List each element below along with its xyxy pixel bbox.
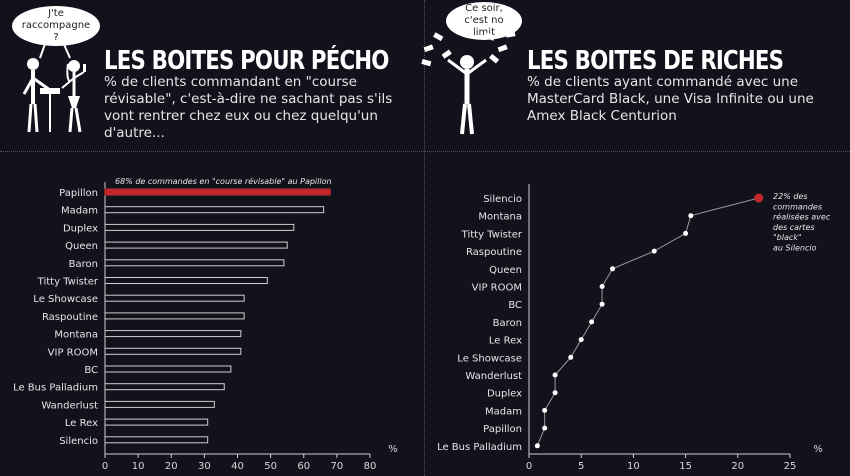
- right-category-label: Baron: [493, 318, 522, 329]
- left-x-tick-label: 10: [132, 461, 145, 472]
- right-data-point: [578, 337, 584, 343]
- left-category-label: BC: [84, 365, 98, 376]
- left-bar-chart: 0 10 20 30 40 50 60 70 80% Papillon Madam Duplex Que…: [13, 176, 398, 472]
- right-data-point: [534, 443, 540, 449]
- right-annotation-line: commandes: [773, 202, 822, 211]
- right-annotation-line: réalisées avec: [773, 212, 831, 222]
- left-x-tick-label: 80: [364, 461, 377, 472]
- column-separator: [424, 0, 425, 476]
- right-annotation-line: au Silencio: [773, 244, 817, 253]
- left-category-label: Le Bus Palladium: [13, 383, 98, 394]
- left-bar: [104, 277, 268, 284]
- left-speech-bubble: J'te raccompagne ?: [12, 6, 100, 46]
- right-data-point: [683, 230, 689, 236]
- right-category-label: Titty Twister: [461, 229, 523, 240]
- right-data-point: [589, 319, 595, 325]
- right-speech-bubble: Ce soir, c'est no limit: [446, 2, 522, 40]
- left-x-axis-unit: %: [388, 444, 398, 455]
- left-category-label: Queen: [65, 241, 98, 252]
- right-x-tick-label: 10: [627, 461, 640, 472]
- right-category-label: Wanderlust: [465, 371, 522, 382]
- right-series-line: [536, 197, 759, 446]
- right-annotation-line: "black": [773, 233, 802, 242]
- left-category-label: Le Rex: [65, 418, 98, 429]
- right-category-label: Duplex: [487, 389, 522, 400]
- left-bubble-text: J'te raccompagne ?: [21, 8, 91, 43]
- left-category-label: Titty Twister: [37, 277, 99, 288]
- couple-illustration: [22, 39, 86, 133]
- left-x-tick-label: 60: [297, 461, 310, 472]
- left-x-tick-label: 50: [264, 461, 277, 472]
- left-bar: [104, 365, 232, 373]
- left-title: LES BOITES POUR PÉCHO: [104, 46, 389, 76]
- right-data-point: [552, 390, 558, 396]
- left-bar: [104, 206, 325, 214]
- right-category-label: Silencio: [483, 194, 522, 205]
- right-annotation-line: 22% des: [773, 192, 808, 201]
- right-category-label: Queen: [489, 265, 522, 276]
- left-x-tick-label: 20: [165, 461, 178, 472]
- left-category-label: Montana: [54, 330, 98, 341]
- right-category-label: Raspoutine: [466, 247, 522, 258]
- left-subtitle: % de clients commandant en "course révis…: [104, 74, 393, 141]
- right-data-point: [688, 213, 694, 219]
- right-x-tick-label: 20: [731, 461, 744, 472]
- right-category-label: BC: [508, 300, 522, 311]
- left-bar: [104, 436, 209, 444]
- left-category-label: Duplex: [63, 223, 98, 234]
- right-x-tick-label: 5: [578, 461, 584, 472]
- left-bar: [104, 418, 209, 426]
- left-x-tick-label: 0: [102, 461, 108, 472]
- header-separator: [0, 151, 850, 152]
- right-bubble-text: Ce soir, c'est no limit: [464, 3, 504, 38]
- rich-man-illustration: [421, 31, 516, 135]
- right-category-label: Montana: [478, 212, 522, 223]
- right-subtitle: % de clients ayant commandé avec une Mas…: [527, 74, 814, 124]
- right-category-label: VIP ROOM: [472, 283, 522, 294]
- right-data-point: [599, 284, 605, 289]
- right-category-label: Le Rex: [489, 336, 522, 347]
- left-bar: [104, 223, 295, 231]
- left-bar: [104, 259, 285, 267]
- right-title: LES BOITES DE RICHES: [527, 46, 784, 76]
- right-x-tick-label: 15: [679, 461, 692, 472]
- left-x-tick-label: 70: [331, 461, 344, 472]
- left-bar: [104, 188, 331, 196]
- left-bar: [104, 347, 242, 355]
- left-category-label: Wanderlust: [41, 400, 98, 411]
- right-data-point: [542, 425, 548, 431]
- left-category-label: VIP ROOM: [48, 347, 98, 358]
- left-annotation: 68% de commandes en "course révisable" a…: [115, 176, 332, 186]
- right-annotation-line: des cartes: [773, 223, 815, 232]
- left-category-label: Baron: [69, 259, 98, 270]
- left-bar: [104, 383, 225, 391]
- left-bar: [104, 294, 245, 302]
- right-data-point: [651, 248, 657, 254]
- left-category-label: Raspoutine: [42, 312, 98, 323]
- right-category-label: Madam: [485, 406, 522, 417]
- right-line-chart: 0 5 10 15 20 25% Silencio Montana Titty Twister R…: [437, 184, 831, 472]
- right-x-axis-unit: %: [813, 444, 823, 455]
- right-data-point: [754, 193, 764, 203]
- right-x-tick-label: 25: [784, 461, 797, 472]
- right-data-point: [610, 266, 616, 272]
- right-category-label: Le Bus Palladium: [437, 442, 522, 453]
- right-x-tick-label: 0: [526, 461, 532, 472]
- right-category-label: Papillon: [483, 424, 522, 435]
- left-category-label: Papillon: [59, 188, 98, 199]
- left-bar: [104, 241, 288, 249]
- left-category-label: Silencio: [59, 436, 98, 447]
- left-category-label: Le Showcase: [33, 294, 98, 305]
- left-category-label: Madam: [61, 206, 98, 217]
- right-data-point: [568, 354, 574, 360]
- right-data-point: [599, 301, 605, 307]
- left-bar: [104, 312, 245, 320]
- left-x-tick-label: 30: [198, 461, 211, 472]
- right-category-label: Le Showcase: [457, 353, 522, 364]
- left-bar: [104, 330, 242, 338]
- left-bar: [104, 400, 215, 408]
- right-data-point: [552, 372, 558, 378]
- left-x-tick-label: 40: [231, 461, 244, 472]
- right-data-point: [542, 407, 548, 413]
